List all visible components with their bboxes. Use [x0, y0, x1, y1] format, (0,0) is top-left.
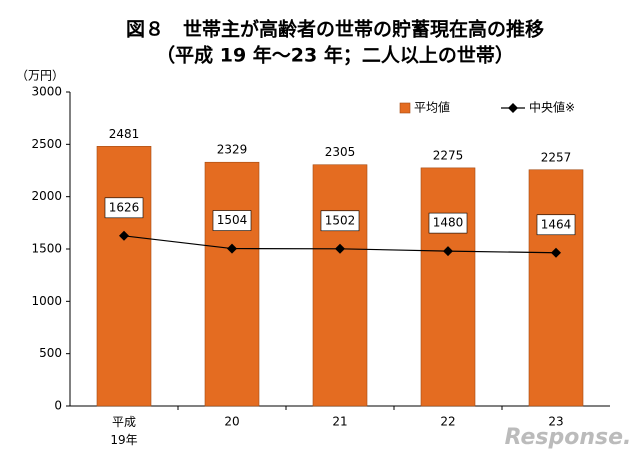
y-tick-label: 3000 [31, 85, 62, 99]
legend-marker [508, 103, 518, 113]
line-value-label: 1504 [217, 213, 248, 227]
legend-swatch [399, 102, 411, 114]
y-tick-label: 0 [54, 399, 62, 413]
legend-label: 平均値 [414, 100, 450, 115]
y-tick-label: 1500 [31, 242, 62, 256]
line-marker [119, 230, 129, 241]
watermark: Response. [505, 425, 632, 450]
y-axis-label: （万円） [16, 69, 64, 83]
value-label-box [104, 197, 144, 219]
line-value-label: 1480 [433, 216, 464, 230]
chart-subtitle: （平成 19 年～23 年；二人以上の世帯） [156, 44, 514, 67]
value-label-box [320, 210, 360, 232]
bar [204, 161, 260, 407]
value-label-box [428, 212, 468, 234]
bar [96, 146, 152, 407]
y-tick-label: 2000 [31, 189, 62, 203]
bar-value-label: 2275 [433, 148, 464, 162]
value-label-box [212, 210, 252, 231]
line-value-label: 1464 [541, 217, 572, 231]
x-tick-label: 平成 19年 [110, 415, 137, 447]
bar [312, 164, 368, 407]
line-marker [335, 243, 345, 254]
bar-value-label: 2257 [541, 150, 572, 164]
line-value-label: 1626 [109, 200, 140, 214]
x-tick-label: 23 [548, 415, 563, 429]
legend-label: 中央値※ [529, 100, 575, 115]
bar-value-label: 2481 [109, 127, 140, 141]
value-label-box [536, 214, 576, 236]
bar [528, 169, 584, 407]
x-tick-label: 21 [332, 415, 347, 429]
x-tick-label: 20 [224, 415, 239, 429]
bar [420, 167, 476, 407]
y-tick-label: 2500 [31, 137, 62, 151]
line-marker [551, 247, 561, 258]
chart-title: 図８ 世帯主が高齢者の世帯の貯蓄現在高の推移 [126, 18, 544, 41]
line-value-label: 1502 [325, 213, 356, 227]
bar-value-label: 2305 [325, 145, 356, 159]
bar-value-label: 2329 [217, 143, 248, 157]
y-tick-label: 1000 [31, 294, 62, 308]
line-marker [227, 243, 237, 254]
y-tick-label: 500 [39, 346, 62, 360]
line-marker [443, 246, 453, 257]
x-tick-label: 22 [440, 415, 455, 429]
